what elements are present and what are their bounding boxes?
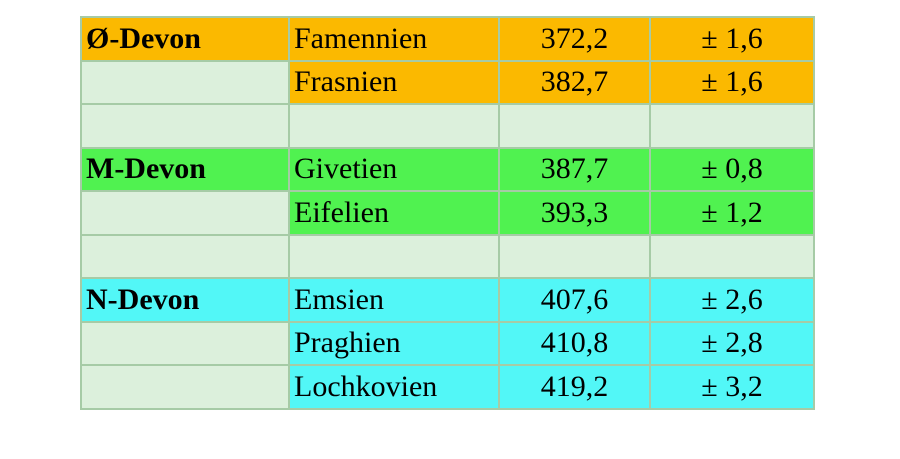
stage-name: Givetien	[288, 146, 500, 192]
empty-cell	[498, 233, 651, 279]
empty-cell	[288, 233, 500, 279]
group-name: Ø-Devon	[80, 16, 290, 62]
empty-cell	[649, 233, 815, 279]
separator-row	[80, 233, 815, 279]
devon-table: Ø-Devon Famennien 372,2 ± 1,6 Frasnien 382,7 ±…	[80, 16, 815, 410]
empty-cell	[80, 190, 290, 236]
stage-row: N-Devon Emsien 407,6 ± 2,6	[80, 277, 815, 323]
empty-cell	[498, 103, 651, 149]
group-name: N-Devon	[80, 277, 290, 323]
stage-error: ± 3,2	[649, 364, 815, 410]
stage-name: Praghien	[288, 320, 500, 366]
stage-error: ± 1,6	[649, 59, 815, 105]
stage-error: ± 2,8	[649, 320, 815, 366]
stage-age: 410,8	[498, 320, 651, 366]
stage-name: Emsien	[288, 277, 500, 323]
stage-age: 407,6	[498, 277, 651, 323]
stage-name: Frasnien	[288, 59, 500, 105]
stage-error: ± 1,2	[649, 190, 815, 236]
group-name: M-Devon	[80, 146, 290, 192]
empty-cell	[80, 233, 290, 279]
stage-row: Ø-Devon Famennien 372,2 ± 1,6	[80, 16, 815, 62]
stage-error: ± 0,8	[649, 146, 815, 192]
stage-row: Lochkovien 419,2 ± 3,2	[80, 364, 815, 410]
empty-cell	[80, 364, 290, 410]
stage-age: 372,2	[498, 16, 651, 62]
stage-row: M-Devon Givetien 387,7 ± 0,8	[80, 146, 815, 192]
stage-name: Famennien	[288, 16, 500, 62]
stage-row: Praghien 410,8 ± 2,8	[80, 320, 815, 366]
empty-cell	[80, 320, 290, 366]
empty-cell	[288, 103, 500, 149]
stage-age: 393,3	[498, 190, 651, 236]
stage-row: Eifelien 393,3 ± 1,2	[80, 190, 815, 236]
separator-row	[80, 103, 815, 149]
stage-age: 382,7	[498, 59, 651, 105]
empty-cell	[80, 103, 290, 149]
stage-age: 387,7	[498, 146, 651, 192]
stage-age: 419,2	[498, 364, 651, 410]
stage-error: ± 2,6	[649, 277, 815, 323]
stage-name: Eifelien	[288, 190, 500, 236]
table-body: Ø-Devon Famennien 372,2 ± 1,6 Frasnien 382,7 ±…	[80, 16, 815, 410]
stage-name: Lochkovien	[288, 364, 500, 410]
empty-cell	[649, 103, 815, 149]
stage-error: ± 1,6	[649, 16, 815, 62]
stage-row: Frasnien 382,7 ± 1,6	[80, 59, 815, 105]
empty-cell	[80, 59, 290, 105]
